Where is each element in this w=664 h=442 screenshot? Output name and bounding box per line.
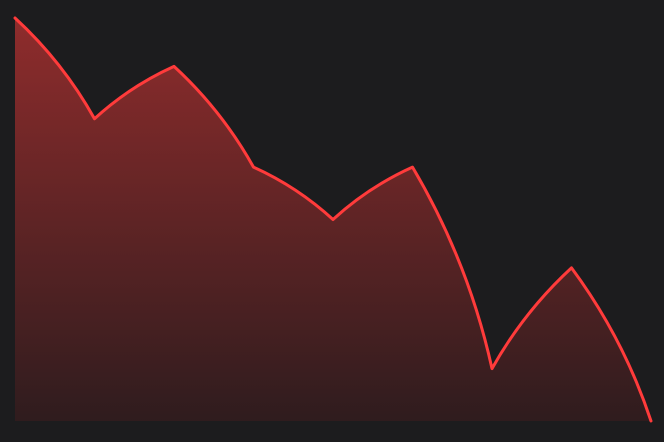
- series-line: [13, 16, 653, 423]
